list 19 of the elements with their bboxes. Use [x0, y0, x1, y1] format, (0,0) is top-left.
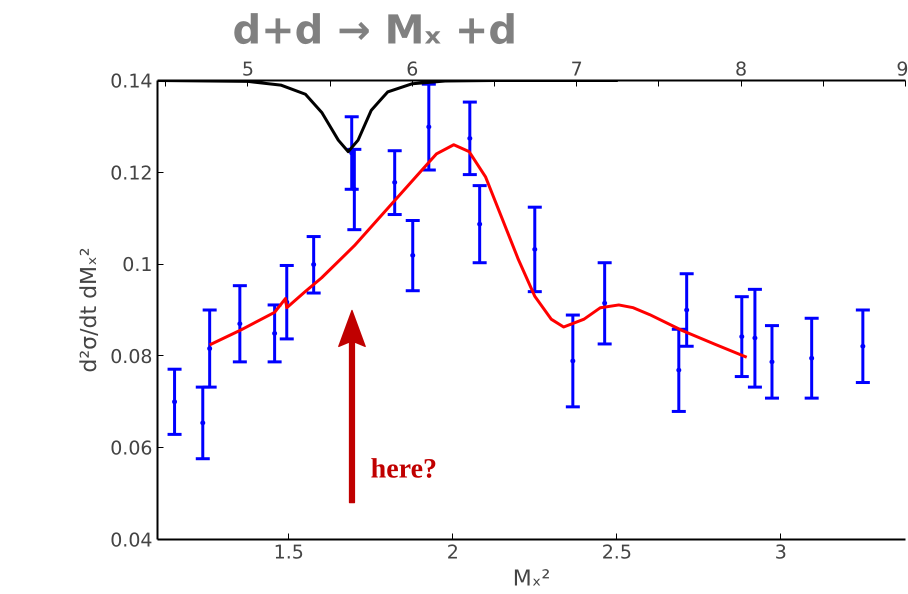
x2-tick-label: 6	[406, 58, 418, 80]
y-tick-label: 0.1	[122, 254, 152, 276]
x2-tick-label: 9	[896, 58, 908, 80]
y-tick-label: 0.08	[110, 346, 153, 368]
y-tick-label: 0.04	[110, 530, 153, 552]
x2-tick-label: 5	[242, 58, 254, 80]
y-tick-label: 0.06	[110, 438, 153, 460]
x-tick-label: 2.5	[602, 542, 632, 564]
x-tick-label: 1.5	[274, 542, 304, 564]
y-axis-title: d²σ/dt dMₓ²	[77, 247, 102, 373]
x-tick-label: 2	[446, 542, 459, 564]
x2-tick-label: 7	[570, 58, 583, 80]
x2-tick-label: 8	[735, 58, 748, 80]
annotation: here?	[370, 453, 438, 484]
y-tick-label: 0.14	[110, 70, 153, 92]
x-axis-title: Mₓ²	[512, 566, 550, 592]
x-tick-label: 3	[774, 542, 787, 564]
chart-title: d+d → Mₓ +d	[232, 8, 518, 54]
y-tick-label: 0.12	[110, 162, 153, 184]
